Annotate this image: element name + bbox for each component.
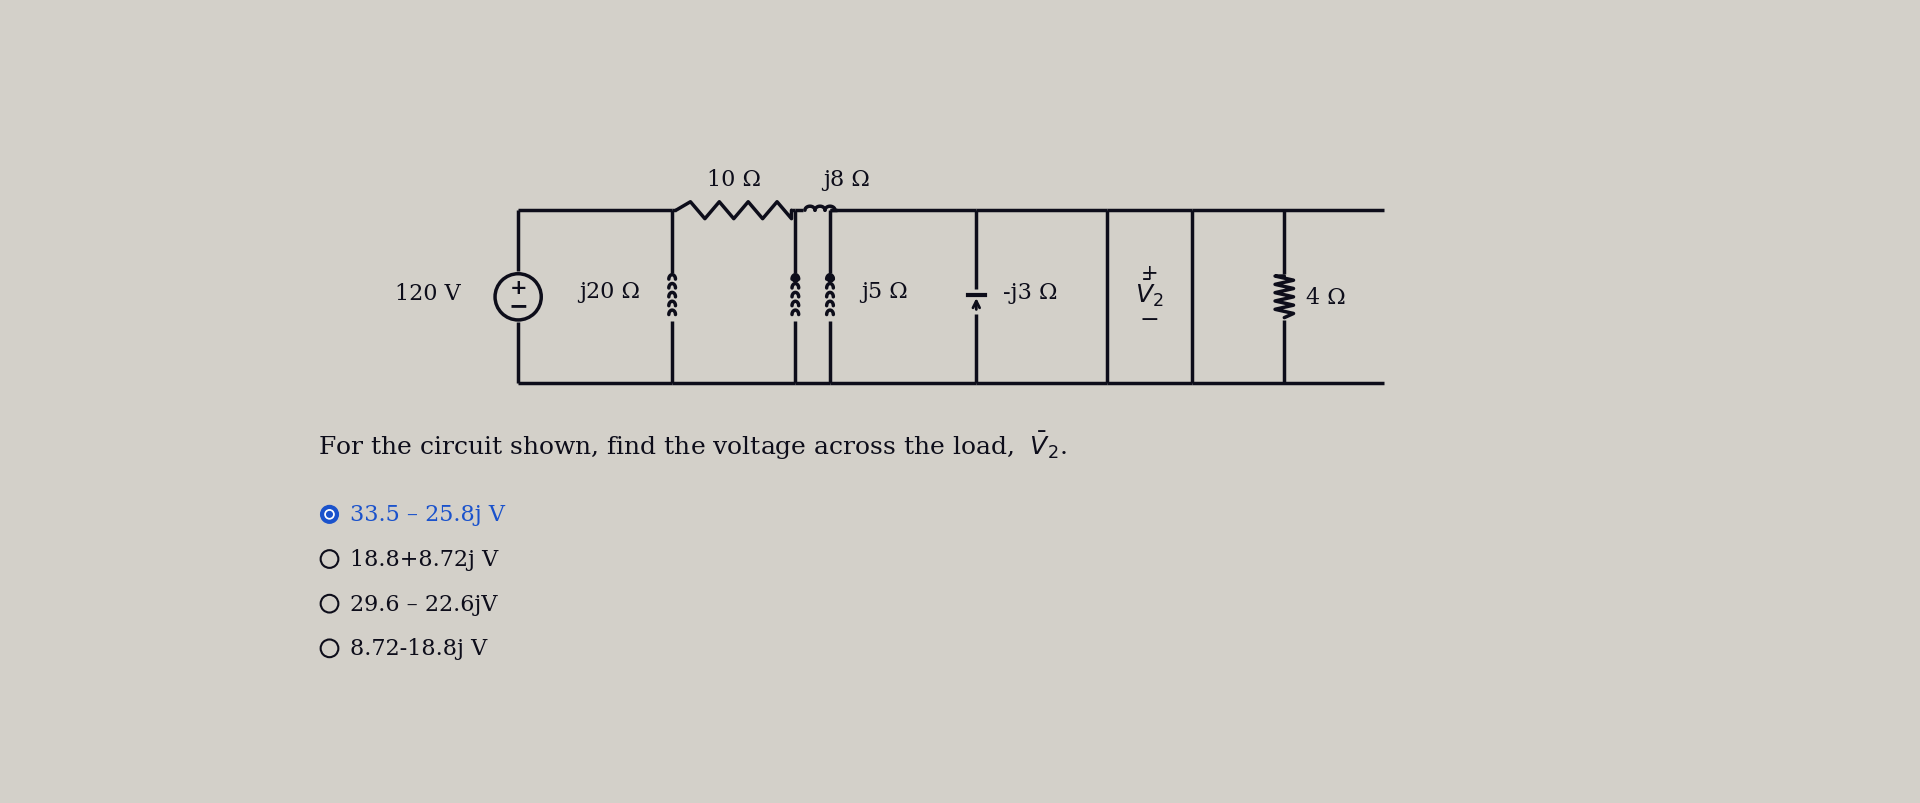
Text: For the circuit shown, find the voltage across the load,  $\bar{V}_2$.: For the circuit shown, find the voltage …: [319, 430, 1068, 462]
Text: $\bar{V}_2$: $\bar{V}_2$: [1135, 277, 1164, 308]
Text: +: +: [509, 278, 526, 298]
Text: 18.8+8.72j V: 18.8+8.72j V: [349, 548, 499, 570]
Circle shape: [324, 510, 334, 520]
Text: 33.5 – 25.8j V: 33.5 – 25.8j V: [349, 503, 505, 526]
Text: −: −: [509, 294, 528, 318]
Text: +: +: [1140, 263, 1158, 283]
Text: −: −: [1140, 309, 1160, 332]
Text: 29.6 – 22.6jV: 29.6 – 22.6jV: [349, 593, 497, 615]
Text: 4 Ω: 4 Ω: [1306, 287, 1346, 308]
Text: 120 V: 120 V: [396, 283, 461, 304]
Text: 10 Ω: 10 Ω: [707, 169, 760, 191]
Text: j8 Ω: j8 Ω: [824, 169, 870, 191]
Text: 8.72-18.8j V: 8.72-18.8j V: [349, 638, 488, 659]
Text: j5 Ω: j5 Ω: [860, 280, 908, 302]
Text: j20 Ω: j20 Ω: [578, 280, 639, 302]
Circle shape: [321, 506, 338, 524]
Text: -j3 Ω: -j3 Ω: [1004, 282, 1058, 304]
Circle shape: [326, 512, 332, 518]
